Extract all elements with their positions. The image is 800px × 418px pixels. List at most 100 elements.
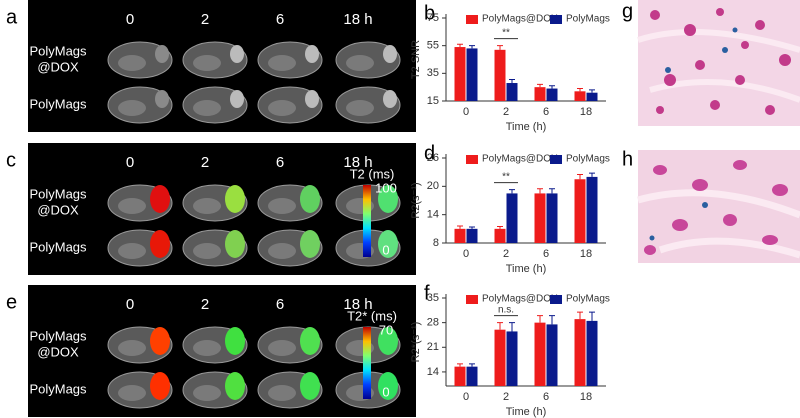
error-bar [509, 79, 515, 84]
row-label: @DOX [37, 202, 79, 217]
signal-overlay [378, 327, 398, 355]
colorbar [363, 185, 371, 257]
y-axis-title: R2*(s⁻¹) [410, 322, 422, 363]
mri-detail [346, 100, 374, 116]
column-label: 2 [201, 296, 209, 313]
y-tick-label: 28 [427, 317, 439, 329]
panel-label: e [6, 291, 17, 313]
x-axis-title: Time (h) [506, 263, 547, 275]
colorbar-max: 100 [375, 180, 397, 195]
error-bar [497, 225, 503, 229]
error-bar [457, 225, 463, 229]
error-bar [509, 322, 515, 332]
signal-overlay [300, 327, 320, 355]
signal-overlay [225, 372, 245, 400]
error-bar [589, 311, 595, 321]
column-label: 0 [126, 296, 134, 313]
annotation: ** [502, 171, 510, 182]
mri-detail [193, 243, 221, 259]
panel-label: c [6, 149, 16, 171]
signal-overlay [300, 230, 320, 258]
y-tick-label: 14 [427, 209, 439, 221]
signal-overlay [150, 185, 170, 213]
mri-detail [118, 55, 146, 71]
x-tick-label: 2 [503, 248, 509, 260]
error-bar [469, 226, 475, 229]
histology-g [637, 0, 800, 126]
error-bar [469, 363, 475, 367]
mri-detail [268, 243, 296, 259]
x-tick-label: 2 [503, 391, 509, 403]
colorbar-title: T2* (ms) [347, 308, 397, 323]
column-label: 18 h [343, 296, 372, 313]
column-label: 2 [201, 154, 209, 171]
error-bar [577, 174, 583, 180]
column-label: 6 [276, 296, 284, 313]
signal-overlay [300, 185, 320, 213]
x-tick-label: 6 [543, 106, 549, 118]
mri-detail [193, 385, 221, 401]
bar [494, 228, 506, 243]
mri-detail [346, 55, 374, 71]
error-bar [549, 315, 555, 325]
bar [586, 92, 598, 101]
legend-label: PolyMags [566, 294, 610, 305]
bar [466, 228, 478, 243]
bar [466, 366, 478, 386]
error-bar [549, 85, 555, 89]
legend-label: PolyMags [566, 154, 610, 165]
bar [534, 193, 546, 243]
x-axis-title: Time (h) [506, 406, 547, 418]
mri-detail [118, 198, 146, 214]
signal-overlay [225, 230, 245, 258]
mri-detail [118, 385, 146, 401]
error-bar [589, 172, 595, 177]
bright-spot [230, 90, 244, 108]
bar [546, 88, 558, 101]
x-tick-label: 0 [463, 106, 469, 118]
error-bar [589, 89, 595, 93]
y-tick-label: 35 [427, 67, 439, 79]
mri-detail [268, 385, 296, 401]
y-tick-label: 14 [427, 366, 439, 378]
legend-label: PolyMags [566, 14, 610, 25]
mri-detail [193, 100, 221, 116]
legend-swatch [466, 15, 478, 24]
y-tick-label: 55 [427, 40, 439, 52]
bar [454, 228, 466, 243]
bar [574, 319, 586, 386]
row-label: PolyMags [29, 381, 87, 396]
colorbar [363, 327, 371, 399]
mri-detail [118, 340, 146, 356]
x-tick-label: 18 [580, 391, 592, 403]
column-label: 6 [276, 154, 284, 171]
mri-detail [268, 100, 296, 116]
bar [546, 193, 558, 243]
y-tick-label: 35 [427, 292, 439, 304]
legend-label: PolyMags@DOX [482, 154, 558, 165]
y-axis-title: T2 SNR [410, 40, 422, 79]
signal-overlay [378, 372, 398, 400]
column-label: 0 [126, 11, 134, 28]
bar [574, 179, 586, 243]
colorbar-min: 0 [382, 384, 389, 399]
bar [546, 324, 558, 386]
bright-spot [230, 45, 244, 63]
column-label: 6 [276, 11, 284, 28]
bright-spot [305, 90, 319, 108]
mri-detail [193, 340, 221, 356]
bar [494, 49, 506, 101]
error-bar [469, 45, 475, 49]
bar [534, 87, 546, 101]
mri-detail [193, 55, 221, 71]
bar [506, 331, 518, 386]
signal-overlay [300, 372, 320, 400]
y-axis-title: R2(s⁻¹) [410, 182, 422, 218]
mri-detail [118, 100, 146, 116]
row-label: PolyMags [29, 239, 87, 254]
bar [454, 47, 466, 101]
signal-overlay [150, 230, 170, 258]
bar [454, 366, 466, 386]
bright-spot [383, 90, 397, 108]
